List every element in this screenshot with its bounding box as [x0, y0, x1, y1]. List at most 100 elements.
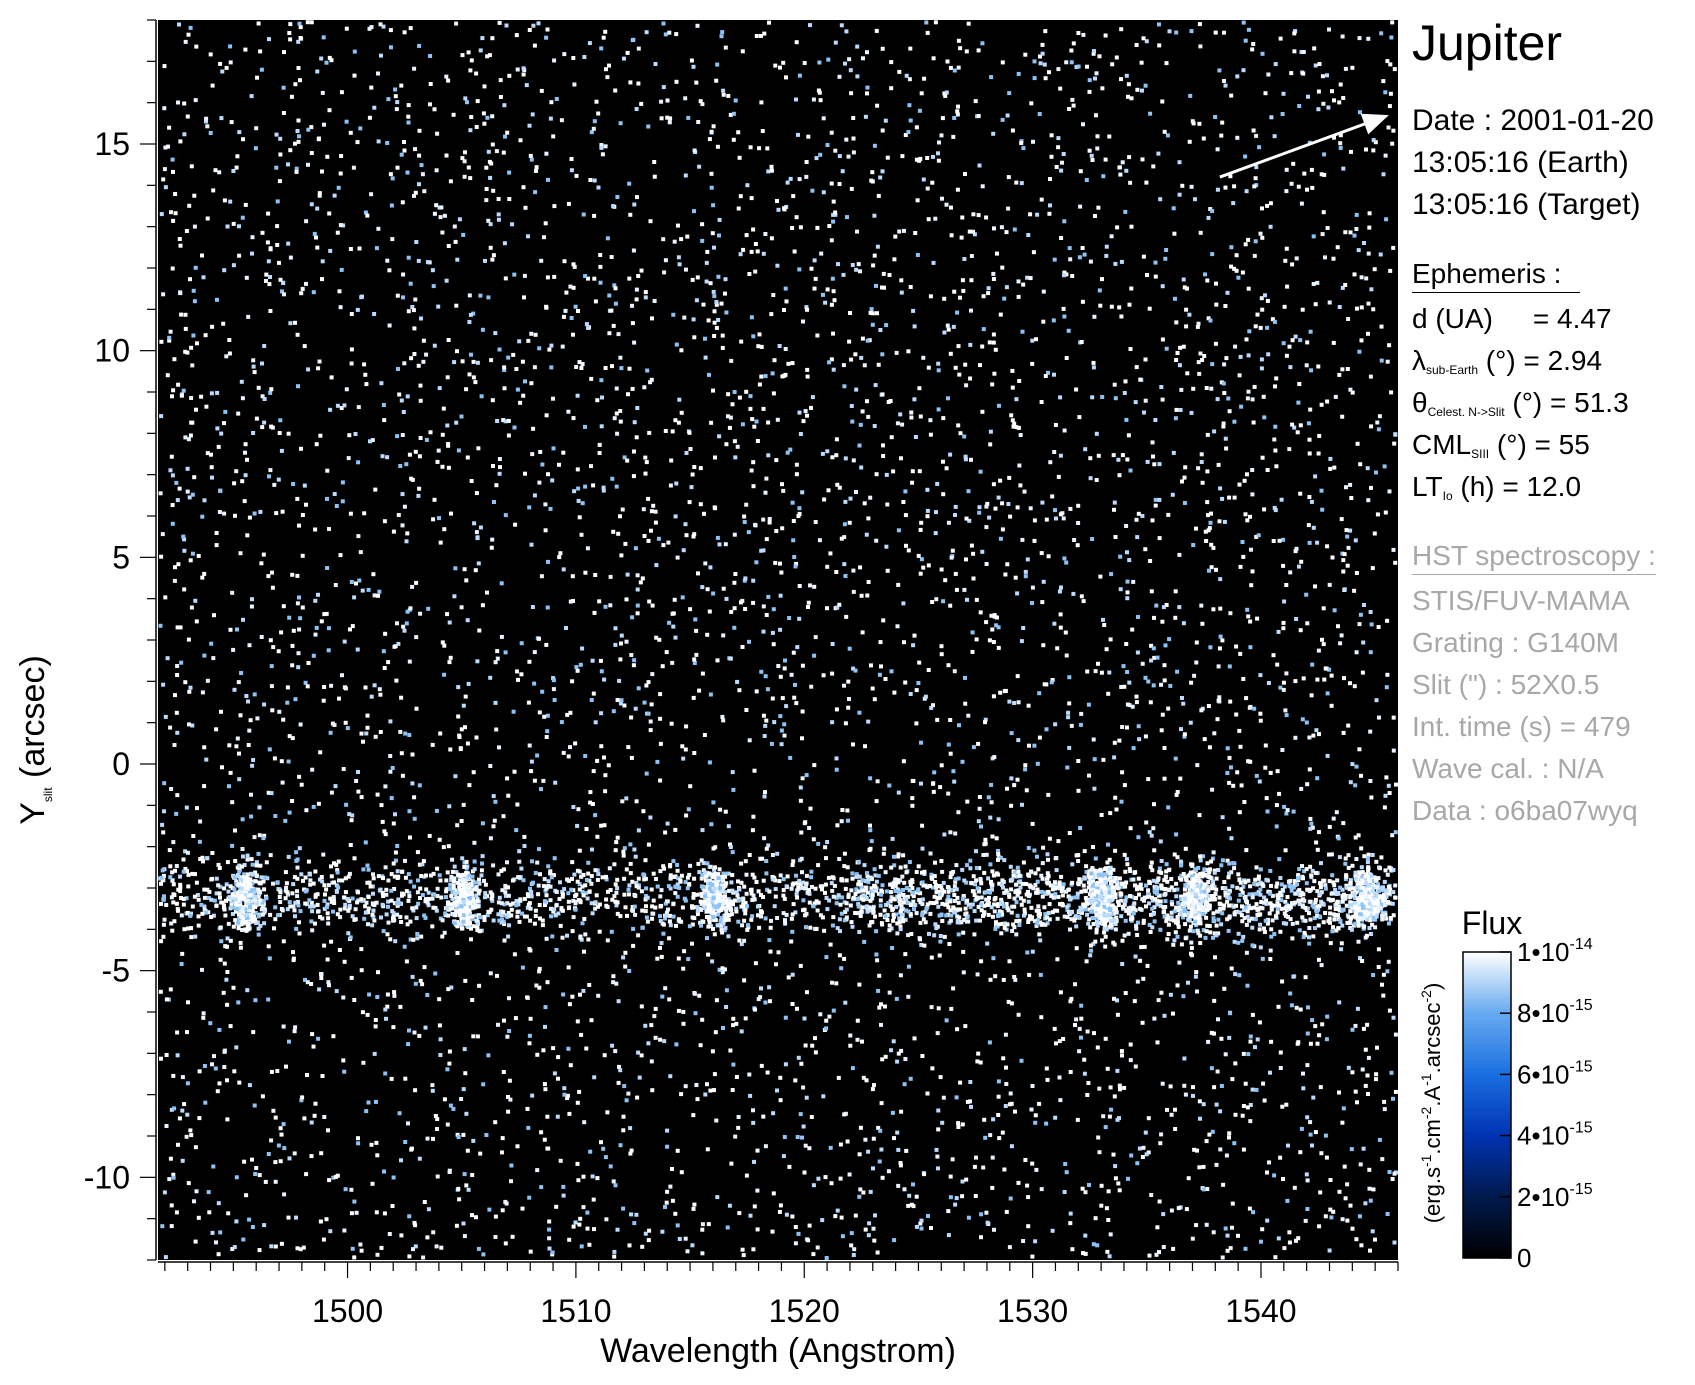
- flux-pixel: [548, 884, 553, 889]
- flux-pixel: [740, 1247, 745, 1252]
- flux-pixel: [1069, 48, 1074, 53]
- flux-pixel: [634, 435, 639, 440]
- flux-pixel: [415, 936, 420, 941]
- flux-pixel: [1227, 664, 1232, 669]
- flux-pixel: [562, 1086, 567, 1091]
- flux-pixel: [199, 394, 204, 399]
- flux-pixel: [1291, 161, 1296, 166]
- flux-pixel: [240, 396, 245, 401]
- flux-pixel: [795, 1135, 800, 1139]
- flux-pixel: [1128, 468, 1133, 473]
- flux-pixel: [836, 1075, 841, 1080]
- flux-pixel: [765, 687, 770, 692]
- flux-pixel: [237, 224, 241, 229]
- flux-pixel: [1273, 62, 1278, 67]
- flux-pixel: [791, 194, 796, 199]
- flux-pixel: [723, 967, 727, 972]
- flux-pixel: [203, 1100, 208, 1105]
- flux-pixel: [197, 839, 202, 844]
- flux-pixel: [948, 1195, 953, 1200]
- flux-pixel: [603, 773, 608, 778]
- flux-pixel: [744, 389, 749, 394]
- flux-pixel: [602, 755, 606, 760]
- flux-pixel: [577, 1089, 582, 1094]
- flux-pixel: [955, 109, 960, 114]
- flux-pixel: [258, 509, 263, 514]
- flux-pixel: [806, 134, 811, 139]
- flux-pixel: [195, 893, 200, 897]
- flux-pixel: [1254, 165, 1259, 170]
- flux-pixel: [974, 1155, 978, 1160]
- flux-pixel: [874, 28, 879, 33]
- flux-pixel: [755, 1188, 760, 1193]
- flux-pixel: [1090, 395, 1095, 400]
- flux-pixel: [379, 381, 384, 386]
- flux-pixel: [707, 609, 712, 614]
- flux-pixel: [855, 44, 860, 49]
- flux-pixel: [575, 1019, 580, 1024]
- flux-pixel: [390, 766, 395, 770]
- flux-pixel: [438, 1053, 443, 1057]
- flux-pixel: [540, 462, 545, 467]
- flux-pixel: [1365, 1073, 1370, 1078]
- flux-pixel: [753, 242, 758, 246]
- flux-pixel: [501, 150, 506, 155]
- flux-pixel: [1260, 235, 1265, 240]
- flux-pixel: [1371, 973, 1376, 977]
- flux-pixel: [1315, 677, 1320, 682]
- flux-pixel: [996, 852, 1001, 857]
- flux-pixel: [264, 860, 269, 865]
- flux-pixel: [825, 449, 830, 454]
- flux-pixel: [235, 627, 239, 632]
- flux-pixel: [1367, 211, 1372, 216]
- flux-pixel: [1341, 166, 1346, 171]
- flux-pixel: [484, 165, 489, 170]
- flux-pixel: [1214, 281, 1218, 286]
- flux-pixel: [615, 431, 620, 436]
- flux-pixel: [621, 1206, 626, 1211]
- flux-pixel: [456, 685, 461, 690]
- flux-pixel: [405, 609, 410, 614]
- flux-pixel: [545, 1146, 550, 1151]
- flux-pixel: [424, 897, 428, 902]
- flux-pixel: [623, 950, 628, 955]
- flux-pixel: [736, 1125, 741, 1130]
- flux-pixel: [790, 1214, 795, 1219]
- flux-pixel: [405, 394, 410, 399]
- flux-pixel: [163, 145, 168, 150]
- flux-pixel: [1009, 413, 1014, 418]
- flux-pixel: [1190, 119, 1195, 124]
- flux-pixel: [339, 406, 344, 410]
- flux-pixel: [468, 312, 473, 317]
- flux-pixel: [609, 255, 614, 259]
- flux-pixel: [406, 114, 411, 119]
- flux-pixel: [851, 150, 856, 155]
- flux-pixel: [170, 266, 175, 271]
- flux-pixel: [320, 259, 325, 264]
- flux-pixel: [183, 680, 188, 685]
- flux-pixel: [467, 293, 472, 298]
- flux-pixel: [290, 663, 295, 668]
- flux-pixel: [612, 416, 617, 421]
- flux-pixel: [1272, 505, 1277, 510]
- flux-pixel: [811, 1183, 816, 1188]
- flux-pixel: [391, 1175, 396, 1180]
- flux-pixel: [204, 116, 209, 121]
- flux-pixel: [171, 1073, 176, 1078]
- flux-pixel: [751, 334, 756, 339]
- flux-pixel: [496, 197, 501, 201]
- flux-pixel: [1281, 620, 1286, 625]
- flux-pixel: [790, 1002, 795, 1006]
- flux-pixel: [914, 688, 919, 693]
- flux-pixel: [478, 525, 483, 530]
- flux-pixel: [572, 489, 577, 494]
- flux-pixel: [1033, 1113, 1038, 1118]
- flux-pixel: [922, 1172, 927, 1177]
- flux-pixel: [409, 476, 414, 481]
- flux-pixel: [627, 276, 632, 281]
- flux-pixel: [271, 645, 276, 650]
- flux-pixel: [976, 114, 981, 118]
- flux-pixel: [165, 656, 170, 661]
- flux-pixel: [459, 727, 464, 732]
- flux-pixel: [1191, 1093, 1195, 1098]
